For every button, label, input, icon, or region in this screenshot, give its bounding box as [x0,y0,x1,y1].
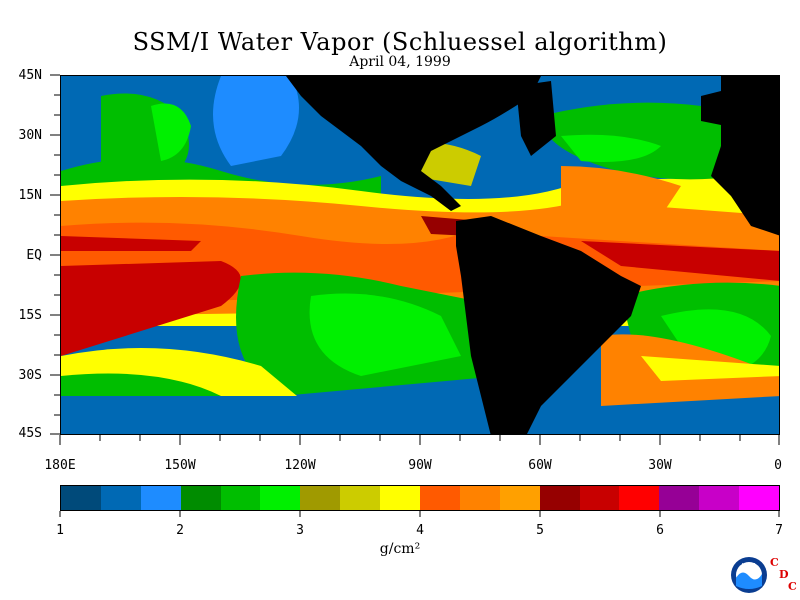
colorbar-swatch [180,486,221,510]
colorbar-swatch [459,486,500,510]
lat-label: 15S [18,308,42,323]
colorbar-swatch [420,486,460,510]
colorbar-swatch [499,486,540,510]
colorbar-swatch [739,486,780,510]
lon-label: 150W [164,458,196,473]
colorbar-tick: 6 [656,523,664,538]
colorbar-swatch [300,486,341,510]
map-title: SSM/I Water Vapor (Schluessel algorithm) [132,28,668,56]
noaa-logo-text: NOAA [742,563,757,569]
lat-label: 30N [18,128,42,143]
colorbar-swatch [619,486,660,510]
colorbar-swatch [100,486,141,510]
lon-label: 90W [408,458,432,473]
noaa-logo: NOAA [730,556,768,594]
cdc-logo-d: D [779,568,789,581]
lat-label: 15N [18,188,42,203]
colorbar-swatch [220,486,261,510]
cdc-logo-c: C [770,556,779,569]
map-date: April 04, 1999 [349,54,451,70]
lon-label: 120W [284,458,316,473]
colorbar-swatch [340,486,381,510]
colorbar-swatch [659,486,700,510]
colorbar [60,485,780,511]
lat-label: 30S [18,368,42,383]
colorbar-tick: 4 [416,523,424,538]
colorbar-swatch [539,486,580,510]
colorbar-tick: 1 [56,523,64,538]
colorbar-swatch [380,486,421,510]
cdc-logo-c2: C [788,580,797,593]
colorbar-tick: 7 [775,523,783,538]
colorbar-swatch [61,486,101,510]
lat-label: 45N [18,68,42,83]
colorbar-swatch [140,486,181,510]
lon-label: 30W [648,458,672,473]
lon-label: 60W [528,458,552,473]
lat-label: 45S [18,426,42,441]
lat-label: EQ [26,248,42,263]
colorbar-tick: 5 [536,523,544,538]
colorbar-swatch [699,486,740,510]
colorbar-unit: g/cm² [379,541,421,557]
lon-label: 180E [44,458,76,473]
colorbar-tick: 3 [296,523,304,538]
colorbar-swatch [260,486,301,510]
colorbar-swatch [579,486,620,510]
water-vapor-map [60,75,780,435]
lon-label: 0 [774,458,782,473]
colorbar-tick: 2 [176,523,184,538]
